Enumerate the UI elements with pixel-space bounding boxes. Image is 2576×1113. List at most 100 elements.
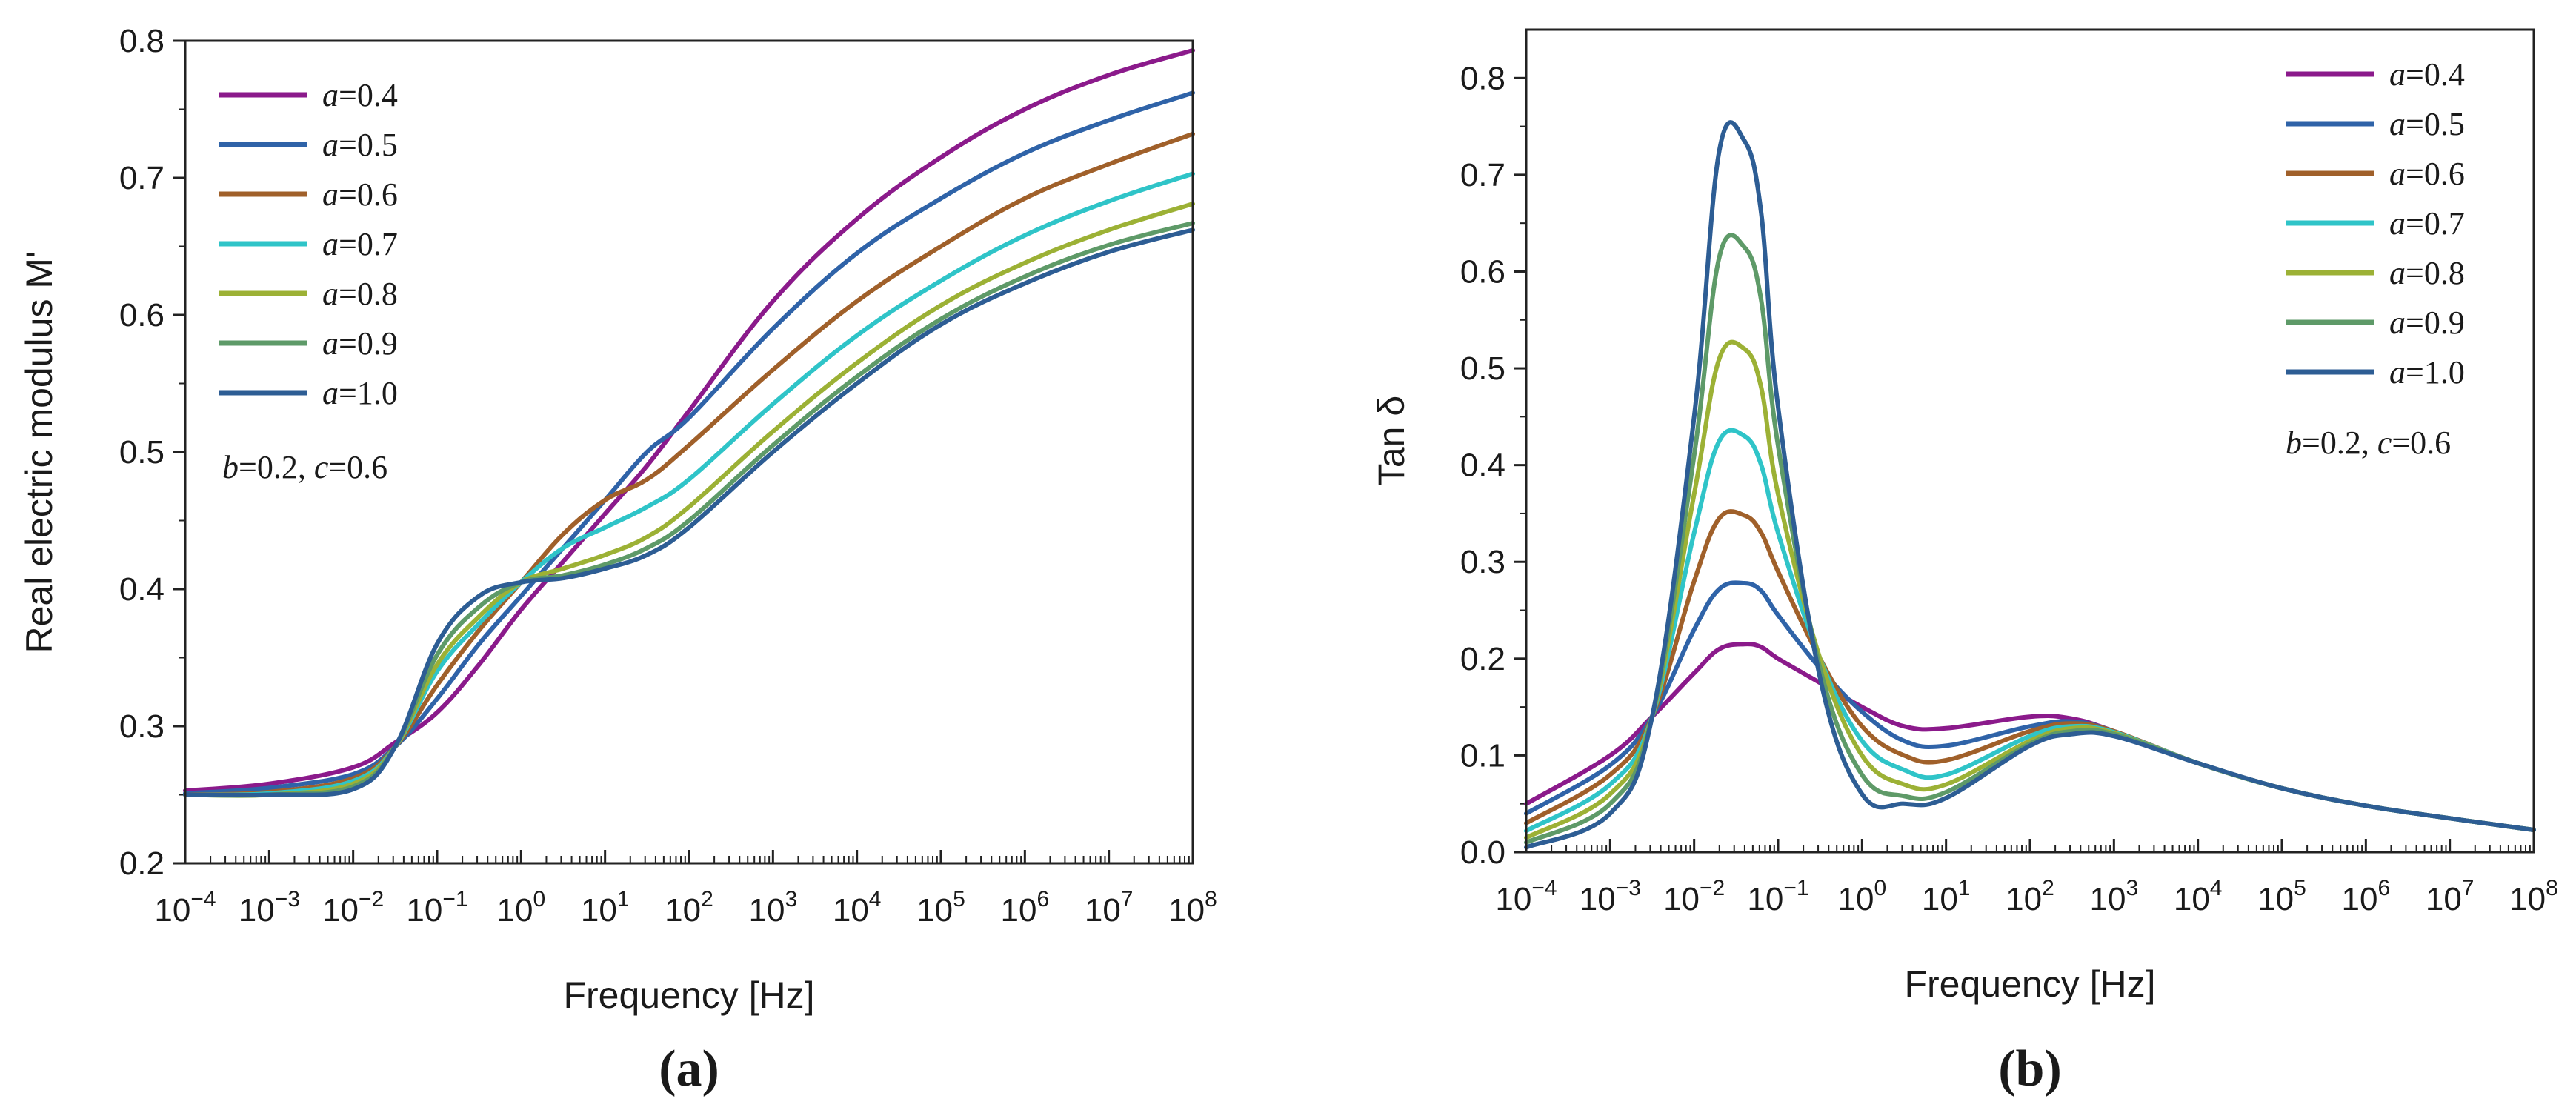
- x-tick-base: 10: [1168, 892, 1205, 928]
- panel-b-x-axis-label: Frequency [Hz]: [1904, 963, 2155, 1005]
- legend-value: =0.5: [339, 127, 398, 163]
- y-tick-label: 0.7: [1460, 157, 1505, 193]
- legend-variable: a: [322, 176, 339, 213]
- x-tick-label: 104: [2174, 876, 2223, 917]
- x-tick-label: 100: [497, 887, 546, 928]
- legend-value: =0.9: [2406, 305, 2465, 341]
- x-tick-base: 10: [1747, 881, 1783, 917]
- x-tick-label: 101: [581, 887, 630, 928]
- x-tick-base: 10: [239, 892, 275, 928]
- x-tick-exponent: −2: [359, 887, 384, 911]
- x-tick-base: 10: [1085, 892, 1121, 928]
- y-tick-label: 0.5: [119, 434, 164, 471]
- legend-label: a=0.6: [322, 176, 398, 213]
- panel-b-series: [1524, 120, 2536, 850]
- annotation-variable: c: [314, 449, 329, 485]
- x-tick-exponent: −3: [275, 887, 300, 911]
- annotation-variable: c: [2377, 425, 2392, 461]
- x-tick-exponent: 5: [2294, 876, 2306, 900]
- legend-value: =0.6: [2406, 156, 2465, 192]
- x-tick-exponent: 0: [533, 887, 545, 911]
- legend-variable: a: [2389, 205, 2406, 242]
- panel-a-plot-frame: [184, 39, 1194, 865]
- x-tick-base: 10: [665, 892, 701, 928]
- panel-a-caption: (a): [659, 1040, 719, 1097]
- y-tick-label: 0.6: [119, 297, 164, 333]
- y-tick-label: 0.4: [119, 571, 164, 608]
- annotation-text: =0.6: [328, 449, 387, 485]
- legend-variable: a: [2389, 156, 2406, 192]
- x-tick-label: 102: [665, 887, 713, 928]
- y-tick-label: 0.2: [1460, 641, 1505, 677]
- legend-variable: a: [322, 375, 339, 411]
- x-tick-label: 10−4: [1495, 876, 1557, 917]
- x-tick-exponent: 5: [953, 887, 965, 911]
- x-tick-exponent: 8: [1205, 887, 1217, 911]
- legend-value: =0.8: [2406, 255, 2465, 291]
- y-tick-label: 0.2: [119, 845, 164, 882]
- x-tick-label: 10−2: [322, 887, 384, 928]
- legend-variable: a: [322, 325, 339, 362]
- x-tick-base: 10: [2509, 881, 2546, 917]
- x-tick-exponent: −4: [190, 887, 216, 911]
- legend-label: a=0.7: [2389, 205, 2465, 242]
- legend-label: a=0.5: [2389, 106, 2465, 142]
- legend-value: =0.8: [339, 276, 398, 312]
- y-tick-label: 0.8: [1460, 60, 1505, 96]
- panel-b-legend: a=0.4a=0.5a=0.6a=0.7a=0.8a=0.9a=1.0: [2286, 56, 2465, 391]
- x-tick-base: 10: [406, 892, 442, 928]
- series-line-a-1.0: [1524, 120, 2536, 850]
- legend-variable: a: [2389, 106, 2406, 142]
- x-tick-label: 101: [1922, 876, 1971, 917]
- annotation-text: =0.6: [2392, 425, 2451, 461]
- x-tick-label: 10−3: [1580, 876, 1641, 917]
- x-tick-label: 103: [749, 887, 798, 928]
- legend-variable: a: [322, 226, 339, 262]
- x-tick-label: 102: [2006, 876, 2054, 917]
- legend-value: =0.6: [339, 176, 398, 213]
- x-tick-base: 10: [2342, 881, 2378, 917]
- legend-label: a=0.6: [2389, 156, 2465, 192]
- x-tick-exponent: 3: [785, 887, 797, 911]
- legend-value: =0.7: [339, 226, 398, 262]
- legend-value: =0.4: [339, 77, 398, 113]
- panel-a-annotation: b=0.2, c=0.6: [222, 449, 387, 485]
- panel-b-ticks: 10−4 10−3 10−2 10−1 100 101 102 103 104 105 106 107…: [1460, 60, 2558, 917]
- x-tick-label: 106: [1001, 887, 1050, 928]
- y-tick-label: 0.3: [1460, 544, 1505, 580]
- x-tick-exponent: −1: [442, 887, 467, 911]
- legend-variable: a: [2389, 354, 2406, 391]
- x-tick-label: 10−1: [1747, 876, 1808, 917]
- legend-value: =0.5: [2406, 106, 2465, 142]
- legend-value: =0.4: [2406, 56, 2465, 93]
- y-tick-label: 0.8: [119, 23, 164, 59]
- annotation-text: =0.2,: [2302, 425, 2377, 461]
- legend-value: =0.9: [339, 325, 398, 362]
- panel-a-series: [183, 48, 1195, 798]
- x-tick-exponent: 4: [2210, 876, 2223, 900]
- x-tick-base: 10: [581, 892, 617, 928]
- x-tick-label: 10−3: [239, 887, 300, 928]
- annotation-text: =0.2,: [239, 449, 314, 485]
- legend-label: a=0.8: [322, 276, 398, 312]
- x-tick-exponent: 4: [869, 887, 882, 911]
- legend-variable: a: [2389, 305, 2406, 341]
- legend-label: a=0.9: [322, 325, 398, 362]
- x-tick-base: 10: [1922, 881, 1958, 917]
- x-tick-exponent: 2: [2042, 876, 2054, 900]
- x-tick-label: 100: [1838, 876, 1887, 917]
- x-tick-label: 105: [916, 887, 965, 928]
- x-tick-label: 106: [2342, 876, 2391, 917]
- x-tick-exponent: 2: [701, 887, 713, 911]
- x-tick-base: 10: [2174, 881, 2210, 917]
- y-tick-label: 0.4: [1460, 448, 1505, 484]
- y-tick-label: 0.6: [1460, 253, 1505, 290]
- series-line-a-0.8: [1524, 339, 2536, 840]
- panel-a-legend: a=0.4a=0.5a=0.6a=0.7a=0.8a=0.9a=1.0: [219, 77, 398, 411]
- legend-label: a=0.7: [322, 226, 398, 262]
- legend-value: =0.7: [2406, 205, 2465, 242]
- panel-a-ticks: 10−4 10−3 10−2 10−1 100 101 102 103 104 105 106 107…: [119, 23, 1217, 928]
- x-tick-base: 10: [1495, 881, 1531, 917]
- y-tick-label: 0.7: [119, 160, 164, 196]
- x-tick-base: 10: [1001, 892, 1037, 928]
